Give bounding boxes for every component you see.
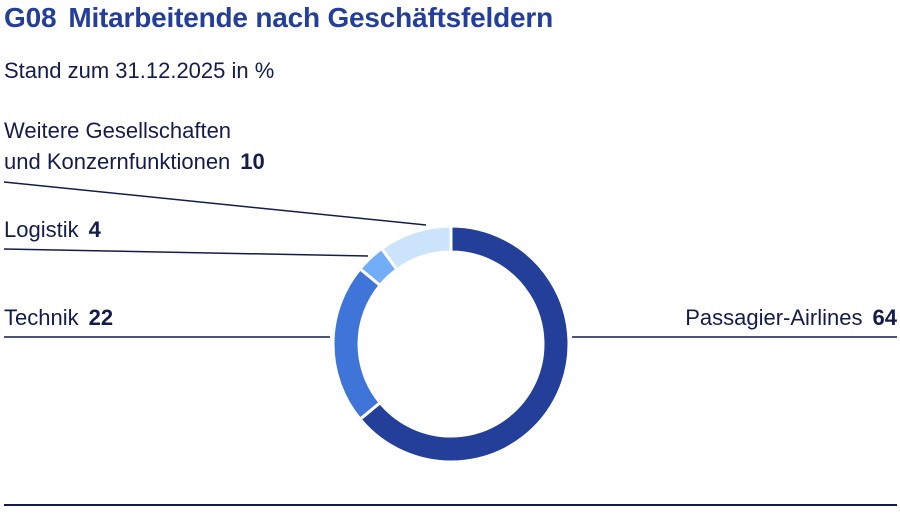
leader-line-logistik	[3, 248, 369, 257]
slice-weitere-gesellschaften-und-konzernfunktionen	[379, 224, 453, 272]
label-technik: Technik 22	[4, 305, 114, 330]
leader-line-weitere	[3, 181, 427, 226]
label-logistik: Logistik 4	[4, 217, 101, 242]
label-weitere: Weitere Gesellschaften und Konzernfunkti…	[4, 118, 265, 174]
slice-technik	[331, 266, 383, 422]
label-passagier: Passagier-Airlines 64	[685, 305, 897, 330]
slice-passagier-airlines	[357, 224, 571, 464]
chart-title: G08 Mitarbeitende nach Geschäftsfeldern	[4, 2, 554, 33]
chart-subtitle: Stand zum 31.12.2025 in %	[4, 58, 275, 83]
